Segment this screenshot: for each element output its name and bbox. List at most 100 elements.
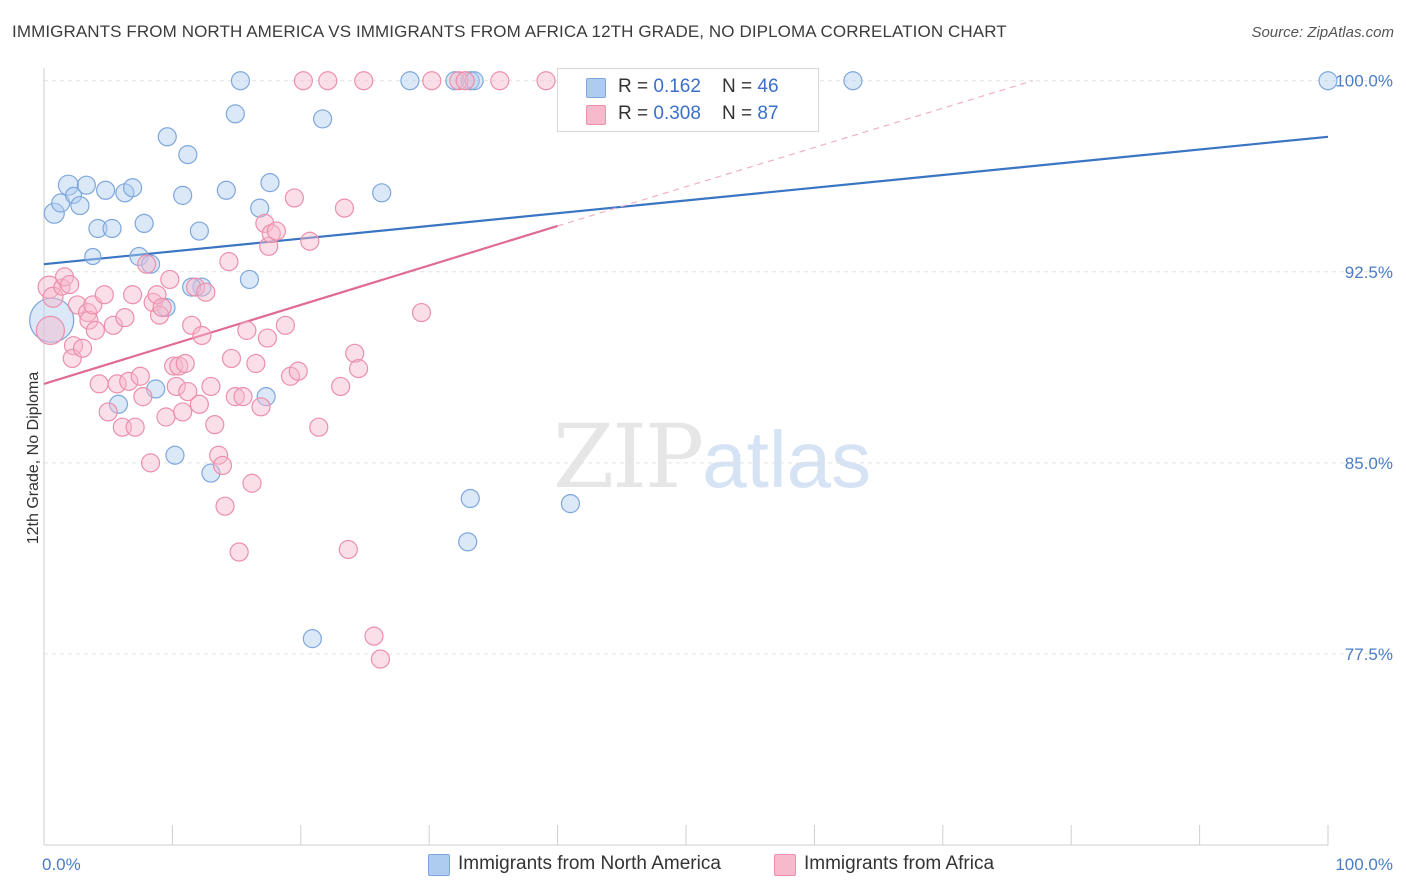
y-tick-label: 85.0%: [1345, 454, 1393, 473]
point-africa: [354, 71, 374, 91]
data-points: [29, 71, 1338, 669]
point-north-america: [178, 145, 198, 165]
point-north-america: [96, 180, 116, 200]
point-africa: [196, 282, 216, 302]
point-north-america: [460, 488, 480, 509]
point-africa: [284, 188, 304, 208]
point-africa: [85, 320, 105, 340]
point-north-america: [88, 218, 108, 239]
watermark-zip: ZIP: [553, 405, 704, 508]
legend-n-label: N =: [722, 76, 758, 97]
point-africa: [225, 387, 245, 407]
point-africa: [215, 496, 235, 516]
point-africa: [175, 353, 195, 374]
point-africa: [89, 374, 109, 394]
point-africa: [72, 338, 93, 358]
point-africa: [293, 71, 313, 91]
watermark: ZIPatlas: [553, 405, 871, 508]
point-africa: [345, 343, 365, 363]
point-africa: [266, 221, 287, 241]
point-africa: [189, 394, 209, 414]
series-label-africa: Immigrants from Africa: [804, 853, 995, 874]
point-north-america: [165, 445, 185, 465]
point-africa: [229, 542, 249, 562]
point-africa: [490, 71, 510, 91]
axes: [43, 68, 1329, 846]
point-africa: [94, 285, 114, 305]
trend-north-america: [43, 135, 1329, 266]
trend-africa: [43, 224, 558, 385]
point-africa: [119, 371, 139, 391]
axis-labels: 100.0% 92.5% 85.0% 77.5% 0.0% 100.0% 12th Grad…: [25, 72, 1393, 874]
x-tick-label-max: 100.0%: [1335, 855, 1393, 874]
point-north-america: [70, 195, 90, 216]
point-africa: [35, 315, 66, 345]
point-north-america: [64, 186, 83, 204]
point-africa: [79, 310, 99, 330]
point-africa: [201, 376, 221, 397]
point-africa: [125, 417, 145, 437]
point-north-america: [250, 198, 270, 218]
point-africa: [261, 223, 281, 244]
point-north-america: [560, 494, 581, 514]
point-africa: [62, 348, 82, 369]
point-north-america: [201, 463, 221, 483]
point-africa: [152, 297, 172, 318]
point-africa: [185, 277, 206, 297]
series-legend: Immigrants from North America Immigrants…: [0, 852, 1406, 878]
stats-legend: R = 0.162 N = 46 R = 0.308 N = 87: [557, 68, 819, 132]
point-africa: [173, 402, 193, 422]
point-africa: [242, 473, 262, 493]
point-north-america: [1318, 71, 1338, 91]
point-africa: [455, 71, 475, 91]
point-africa: [182, 315, 202, 335]
series-label-north-america: Immigrants from North America: [458, 853, 721, 874]
point-africa: [98, 402, 118, 422]
point-africa: [60, 274, 80, 295]
point-north-america: [302, 629, 322, 649]
point-africa: [338, 539, 358, 560]
legend-r-value: 0.162: [653, 76, 701, 97]
source-credit: Source: ZipAtlas.com: [1251, 24, 1394, 41]
point-africa: [156, 407, 176, 427]
point-north-america: [134, 213, 154, 233]
point-africa: [318, 71, 338, 91]
point-north-america: [173, 185, 193, 205]
point-africa: [166, 376, 186, 397]
point-north-america: [458, 532, 478, 552]
point-north-america: [256, 387, 276, 407]
point-africa: [246, 353, 266, 374]
legend-n-value: 87: [757, 103, 779, 124]
point-africa: [219, 252, 239, 272]
point-africa: [130, 366, 150, 386]
y-tick-label: 92.5%: [1345, 263, 1393, 282]
point-africa: [67, 295, 87, 315]
point-north-america: [260, 173, 280, 193]
watermark-atlas: atlas: [702, 415, 872, 504]
gridlines: [44, 80, 1395, 655]
legend-n-value: 46: [757, 76, 779, 97]
point-north-america: [84, 247, 102, 266]
point-africa: [237, 320, 257, 340]
point-africa: [275, 315, 295, 335]
point-africa: [205, 415, 225, 435]
point-north-america: [192, 277, 212, 297]
series-swatch-africa: [774, 854, 796, 876]
point-africa: [178, 381, 198, 402]
trend-africa-extension: [557, 80, 1033, 227]
legend-r-label: R =: [618, 103, 654, 124]
legend-swatch-north-america: [586, 78, 606, 98]
point-africa: [192, 325, 212, 346]
point-africa: [364, 626, 384, 646]
point-africa: [348, 359, 369, 379]
point-north-america: [843, 71, 863, 91]
point-africa: [300, 231, 320, 251]
point-africa: [115, 308, 135, 328]
point-africa: [107, 374, 127, 394]
point-africa: [251, 397, 271, 417]
point-africa: [147, 285, 167, 305]
point-north-america: [216, 180, 236, 200]
y-axis-label: 12th Grade, No Diploma: [25, 372, 42, 545]
point-africa: [103, 315, 123, 335]
